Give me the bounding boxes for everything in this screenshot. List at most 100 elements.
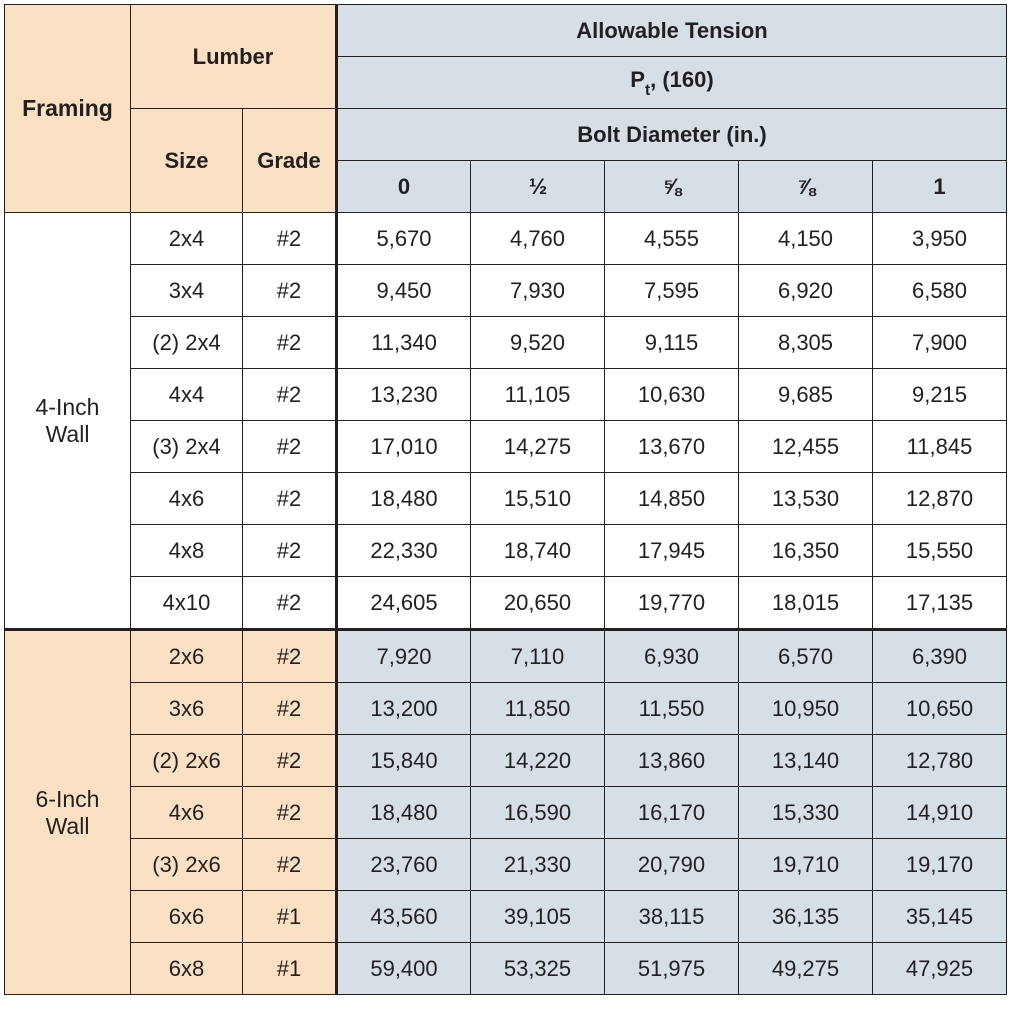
value-cell: 15,510: [471, 473, 605, 525]
table-row: (2) 2x6#215,84014,22013,86013,14012,780: [5, 735, 1007, 787]
size-cell: 4x10: [131, 577, 243, 630]
header-allowable-tension: Allowable Tension: [337, 5, 1007, 57]
value-cell: 10,650: [873, 683, 1007, 735]
table-row: 6-InchWall2x6#27,9207,1106,9306,5706,390: [5, 630, 1007, 683]
framing-cell: 4-InchWall: [5, 213, 131, 630]
grade-cell: #2: [243, 525, 337, 577]
value-cell: 18,480: [337, 787, 471, 839]
value-cell: 9,450: [337, 265, 471, 317]
pt-prefix: P: [630, 67, 645, 92]
value-cell: 13,530: [739, 473, 873, 525]
pt-suffix: , (160): [650, 67, 714, 92]
grade-cell: #2: [243, 213, 337, 265]
value-cell: 11,845: [873, 421, 1007, 473]
value-cell: 13,230: [337, 369, 471, 421]
header-diam-3: ⅞: [739, 161, 873, 213]
value-cell: 7,900: [873, 317, 1007, 369]
value-cell: 9,115: [605, 317, 739, 369]
value-cell: 36,135: [739, 891, 873, 943]
value-cell: 6,930: [605, 630, 739, 683]
value-cell: 19,170: [873, 839, 1007, 891]
value-cell: 16,590: [471, 787, 605, 839]
table-row: 6x8#159,40053,32551,97549,27547,925: [5, 943, 1007, 995]
value-cell: 18,740: [471, 525, 605, 577]
table-row: 4-InchWall2x4#25,6704,7604,5554,1503,950: [5, 213, 1007, 265]
grade-cell: #2: [243, 577, 337, 630]
table-row: (2) 2x4#211,3409,5209,1158,3057,900: [5, 317, 1007, 369]
value-cell: 12,455: [739, 421, 873, 473]
grade-cell: #2: [243, 683, 337, 735]
framing-label-line: Wall: [46, 813, 90, 839]
framing-cell: 6-InchWall: [5, 630, 131, 995]
header-size: Size: [131, 109, 243, 213]
grade-cell: #2: [243, 735, 337, 787]
table-row: (3) 2x4#217,01014,27513,67012,45511,845: [5, 421, 1007, 473]
value-cell: 11,850: [471, 683, 605, 735]
table-row: 4x4#213,23011,10510,6309,6859,215: [5, 369, 1007, 421]
value-cell: 6,570: [739, 630, 873, 683]
framing-label-line: 6-Inch: [36, 786, 100, 812]
value-cell: 22,330: [337, 525, 471, 577]
value-cell: 14,850: [605, 473, 739, 525]
value-cell: 12,780: [873, 735, 1007, 787]
value-cell: 15,550: [873, 525, 1007, 577]
size-cell: 2x4: [131, 213, 243, 265]
pt-sub: t: [645, 82, 650, 99]
size-cell: (2) 2x4: [131, 317, 243, 369]
header-lumber: Lumber: [131, 5, 337, 109]
header-diam-2: ⅝: [605, 161, 739, 213]
value-cell: 16,170: [605, 787, 739, 839]
value-cell: 8,305: [739, 317, 873, 369]
size-cell: (2) 2x6: [131, 735, 243, 787]
header-diam-1: ½: [471, 161, 605, 213]
table-row: (3) 2x6#223,76021,33020,79019,71019,170: [5, 839, 1007, 891]
value-cell: 21,330: [471, 839, 605, 891]
header-diam-4: 1: [873, 161, 1007, 213]
header-pt: Pt, (160): [337, 57, 1007, 109]
value-cell: 7,595: [605, 265, 739, 317]
value-cell: 39,105: [471, 891, 605, 943]
value-cell: 4,555: [605, 213, 739, 265]
size-cell: 3x4: [131, 265, 243, 317]
size-cell: (3) 2x4: [131, 421, 243, 473]
value-cell: 13,200: [337, 683, 471, 735]
value-cell: 7,110: [471, 630, 605, 683]
value-cell: 11,550: [605, 683, 739, 735]
grade-cell: #2: [243, 787, 337, 839]
grade-cell: #2: [243, 421, 337, 473]
value-cell: 6,390: [873, 630, 1007, 683]
grade-cell: #2: [243, 630, 337, 683]
value-cell: 23,760: [337, 839, 471, 891]
value-cell: 3,950: [873, 213, 1007, 265]
table-header: Framing Lumber Allowable Tension Pt, (16…: [5, 5, 1007, 213]
value-cell: 14,910: [873, 787, 1007, 839]
grade-cell: #2: [243, 369, 337, 421]
grade-cell: #2: [243, 473, 337, 525]
value-cell: 19,770: [605, 577, 739, 630]
grade-cell: #1: [243, 943, 337, 995]
value-cell: 18,480: [337, 473, 471, 525]
header-diam-0: 0: [337, 161, 471, 213]
size-cell: 3x6: [131, 683, 243, 735]
value-cell: 13,670: [605, 421, 739, 473]
table-row: 4x6#218,48016,59016,17015,33014,910: [5, 787, 1007, 839]
value-cell: 20,650: [471, 577, 605, 630]
table-row: 4x10#224,60520,65019,77018,01517,135: [5, 577, 1007, 630]
table-row: 4x6#218,48015,51014,85013,53012,870: [5, 473, 1007, 525]
value-cell: 9,520: [471, 317, 605, 369]
size-cell: 4x6: [131, 787, 243, 839]
value-cell: 5,670: [337, 213, 471, 265]
grade-cell: #2: [243, 265, 337, 317]
size-cell: 4x6: [131, 473, 243, 525]
framing-label-line: 4-Inch: [36, 394, 100, 420]
value-cell: 17,010: [337, 421, 471, 473]
value-cell: 49,275: [739, 943, 873, 995]
header-framing: Framing: [5, 5, 131, 213]
value-cell: 18,015: [739, 577, 873, 630]
value-cell: 11,105: [471, 369, 605, 421]
table-body: 4-InchWall2x4#25,6704,7604,5554,1503,950…: [5, 213, 1007, 995]
value-cell: 9,215: [873, 369, 1007, 421]
value-cell: 47,925: [873, 943, 1007, 995]
grade-cell: #2: [243, 839, 337, 891]
grade-cell: #2: [243, 317, 337, 369]
